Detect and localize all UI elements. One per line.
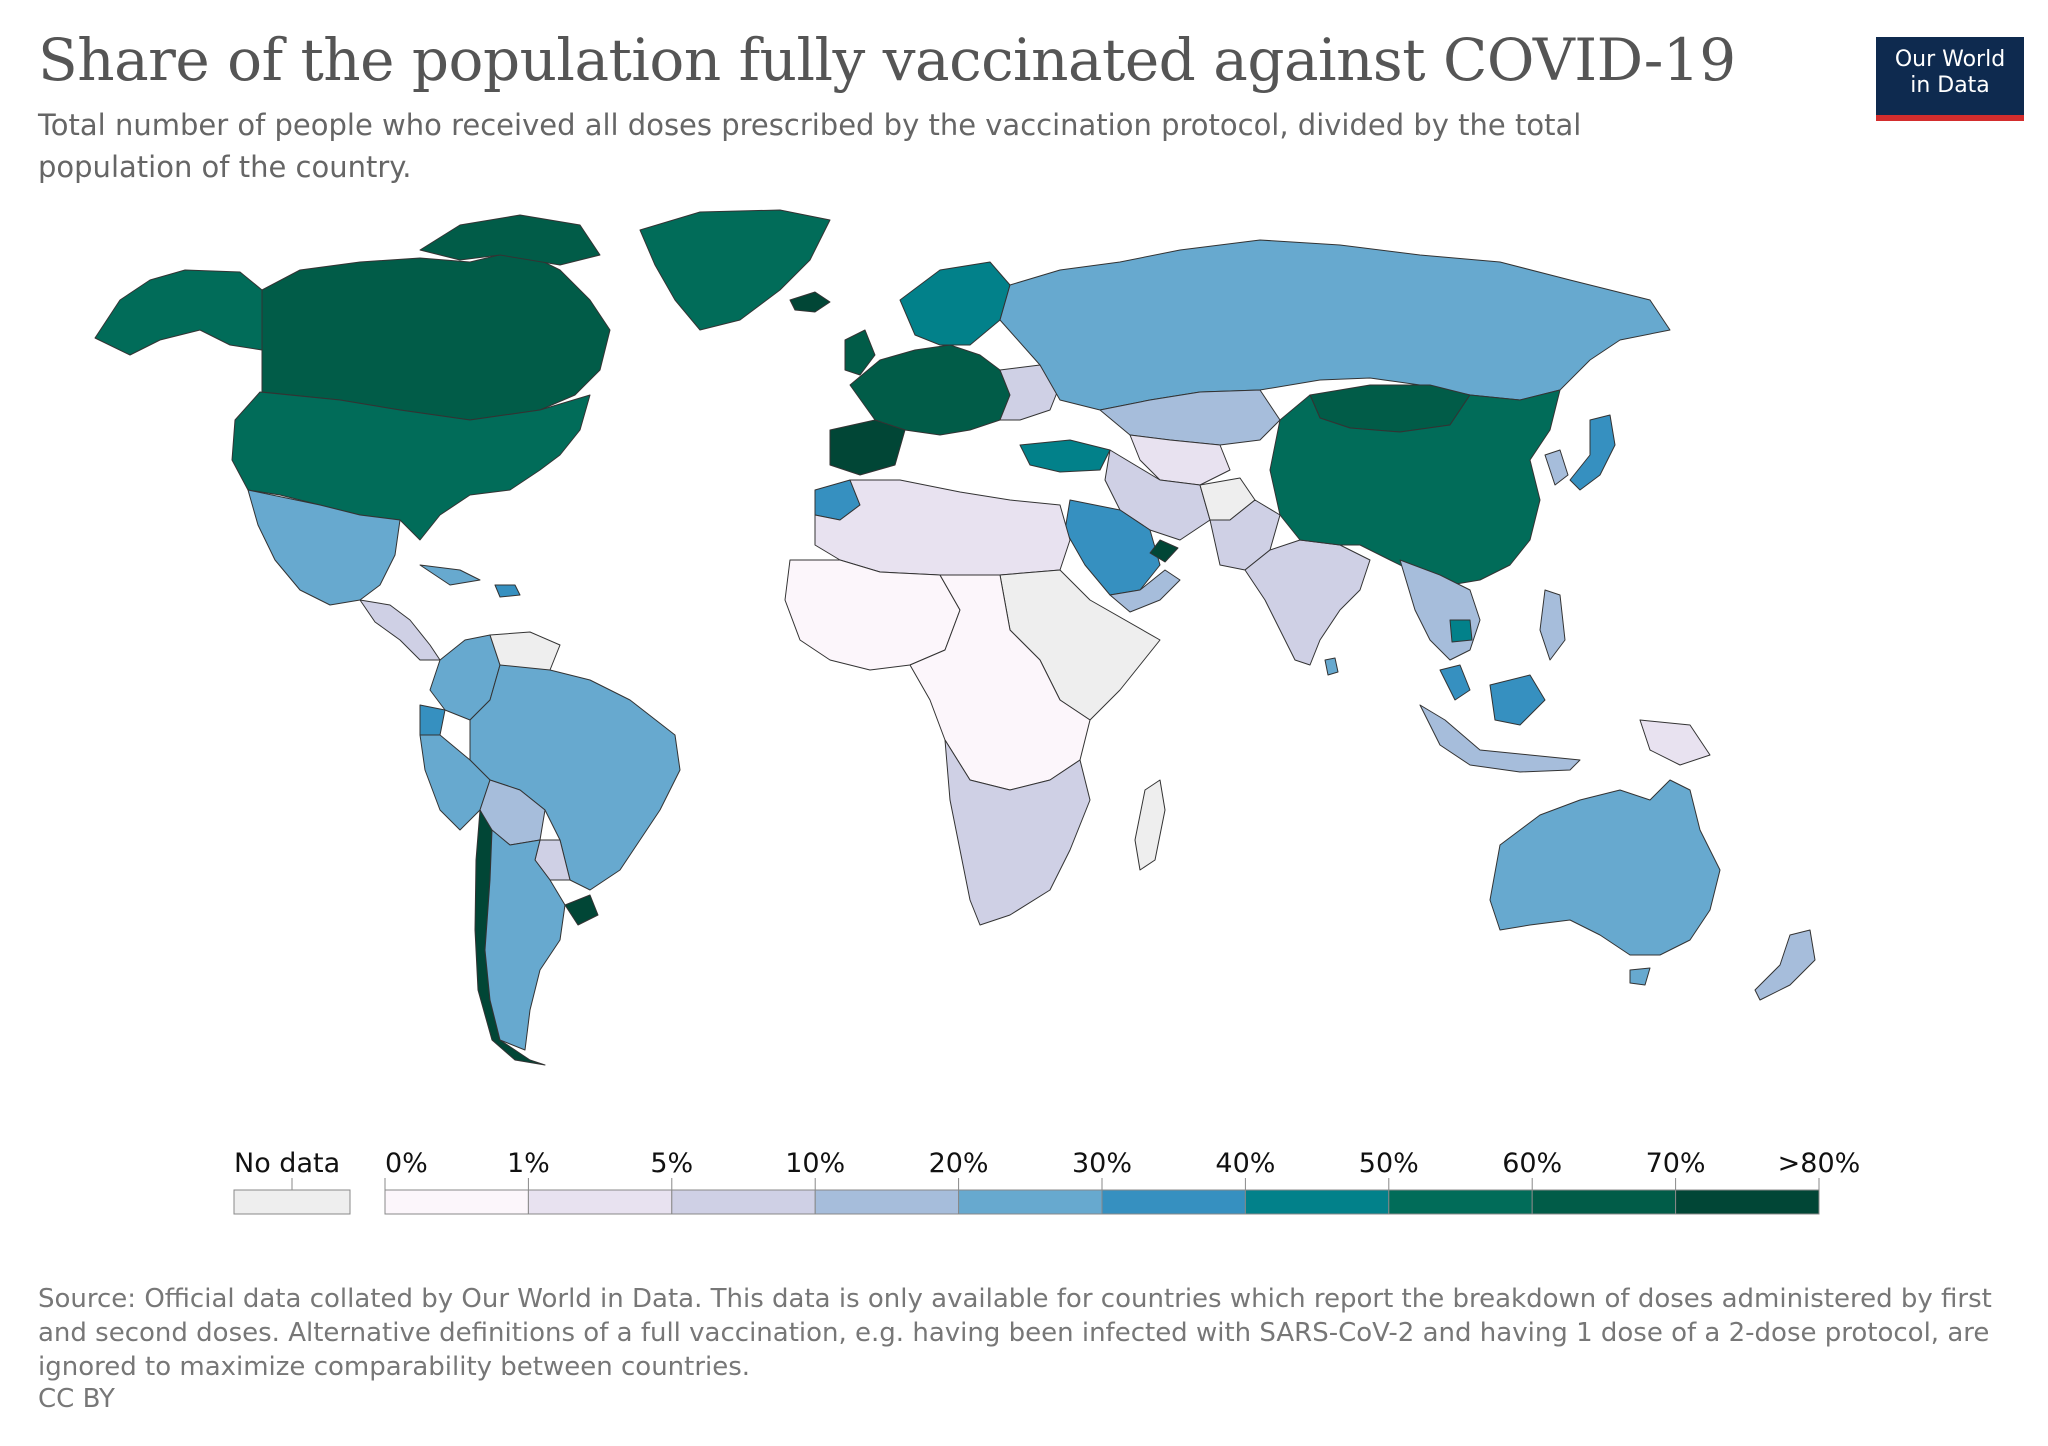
region-papua-new-guinea[interactable]	[1639, 719, 1711, 766]
region-pakistan[interactable]	[1209, 499, 1281, 571]
region-borneo[interactable]	[1489, 674, 1546, 726]
region-dominican-republic[interactable]	[494, 584, 521, 598]
legend-bin-4[interactable]	[958, 1189, 1103, 1215]
region-korea[interactable]	[1544, 449, 1569, 486]
region-central-asia[interactable]	[1129, 434, 1231, 486]
region-russia[interactable]	[999, 239, 1671, 411]
region-mexico[interactable]	[247, 489, 401, 606]
region-sri-lanka[interactable]	[1324, 657, 1339, 676]
legend-bin-3[interactable]	[814, 1189, 960, 1215]
region-india[interactable]	[1244, 539, 1371, 666]
legend-tick-label: 30%	[1072, 1148, 1132, 1179]
region-madagascar[interactable]	[1134, 779, 1166, 871]
legend-no-data-swatch[interactable]	[233, 1189, 351, 1215]
legend-tick-label: 1%	[507, 1148, 550, 1179]
chart-subtitle: Total number of people who received all …	[38, 108, 1582, 184]
region-greenland[interactable]	[639, 209, 831, 331]
region-canada[interactable]	[261, 249, 611, 421]
region-turkey[interactable]	[1019, 439, 1111, 473]
license-link[interactable]: CC BY	[38, 1384, 115, 1414]
region-new-zealand[interactable]	[1754, 929, 1816, 1001]
region-philippines[interactable]	[1539, 589, 1566, 661]
legend-bin-5[interactable]	[1101, 1189, 1246, 1215]
region-tasmania[interactable]	[1629, 967, 1651, 986]
region-iceland[interactable]	[789, 291, 831, 313]
legend-bin-0[interactable]	[384, 1189, 529, 1215]
region-alaska[interactable]	[94, 269, 263, 356]
region-ecuador[interactable]	[419, 704, 446, 736]
legend-no-data-label: No data	[234, 1148, 340, 1179]
legend-bin-7[interactable]	[1388, 1189, 1533, 1215]
region-arctic-islands[interactable]	[419, 214, 601, 266]
region-uae[interactable]	[1149, 539, 1179, 563]
map-regions	[94, 209, 1816, 1066]
legend-tick-label: >80%	[1778, 1148, 1861, 1179]
logo-line-2: in Data	[1910, 73, 1990, 98]
legend: No data 0% 1% 5% 10% 20% 30% 40% 50% 60% 70% >80%	[233, 1148, 1861, 1215]
region-southern-africa[interactable]	[944, 739, 1091, 926]
source-note: Source: Official data collated by Our Wo…	[38, 1284, 1992, 1382]
region-cambodia[interactable]	[1449, 619, 1473, 643]
legend-tick-label: 10%	[785, 1148, 845, 1179]
region-uruguay[interactable]	[564, 894, 599, 926]
region-scandinavia[interactable]	[899, 261, 1011, 346]
legend-tick-label: 20%	[929, 1148, 989, 1179]
legend-bin-8[interactable]	[1531, 1189, 1677, 1215]
region-iberia[interactable]	[829, 419, 906, 476]
legend-tick-label: 50%	[1359, 1148, 1419, 1179]
legend-bin-6[interactable]	[1244, 1189, 1390, 1215]
region-argentina[interactable]	[484, 829, 566, 1051]
region-australia[interactable]	[1489, 779, 1721, 956]
region-yemen-oman[interactable]	[1109, 569, 1181, 613]
legend-bin-1[interactable]	[527, 1189, 673, 1215]
owid-logo[interactable]: Our World in Data	[1876, 37, 2024, 121]
legend-tick-label: 40%	[1215, 1148, 1275, 1179]
legend-tick-label: 5%	[650, 1148, 693, 1179]
legend-bin-2[interactable]	[671, 1189, 816, 1215]
legend-tick-label: 60%	[1502, 1148, 1562, 1179]
legend-tick-label: 0%	[385, 1148, 428, 1179]
region-usa[interactable]	[231, 391, 591, 541]
region-caribbean[interactable]	[419, 564, 481, 586]
region-china[interactable]	[1269, 389, 1561, 586]
chart-title: Share of the population fully vaccinated…	[38, 26, 1736, 94]
region-japan[interactable]	[1569, 414, 1616, 491]
region-uk[interactable]	[844, 329, 876, 376]
region-west-africa[interactable]	[784, 559, 961, 671]
region-central-america[interactable]	[359, 599, 441, 661]
region-malaysia[interactable]	[1439, 664, 1471, 701]
legend-tick-label: 70%	[1646, 1148, 1706, 1179]
legend-bin-9[interactable]	[1675, 1189, 1820, 1215]
region-indonesia[interactable]	[1419, 704, 1581, 773]
logo-line-1: Our World	[1894, 47, 2006, 72]
